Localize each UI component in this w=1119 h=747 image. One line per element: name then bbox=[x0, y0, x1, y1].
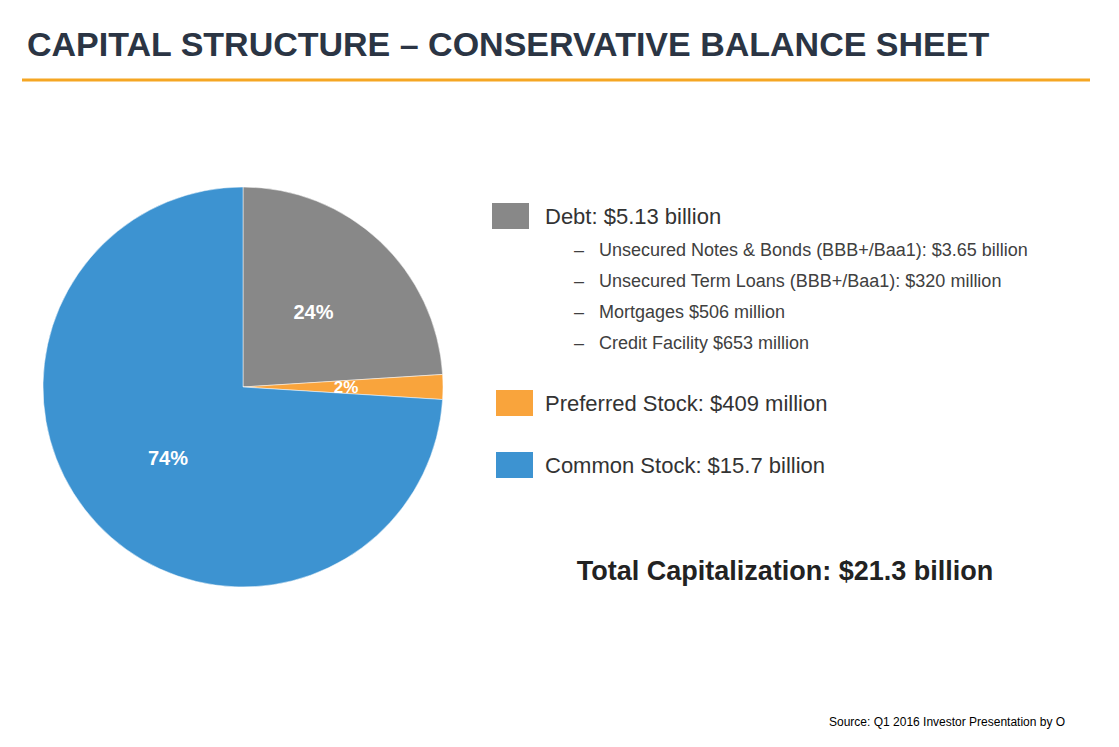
svg-text:24%: 24% bbox=[293, 301, 333, 323]
svg-text:CAPITAL STRUCTURE – CONSERVATI: CAPITAL STRUCTURE – CONSERVATIVE BALANCE… bbox=[27, 25, 989, 63]
svg-text:2%: 2% bbox=[334, 378, 359, 397]
svg-text:Debt: $5.13 billion: Debt: $5.13 billion bbox=[545, 204, 721, 229]
svg-text:74%: 74% bbox=[148, 447, 188, 469]
svg-text:– Credit Facility $653 milli: – Credit Facility $653 million bbox=[574, 333, 809, 353]
svg-text:Total Capitalization: $21.3 bi: Total Capitalization: $21.3 billion bbox=[577, 556, 994, 586]
svg-text:Source: Q1 2016 Investor Prese: Source: Q1 2016 Investor Presentation by… bbox=[829, 715, 1065, 729]
svg-text:– Unsecured Notes & Bonds (B: – Unsecured Notes & Bonds (BBB+/Baa1): $… bbox=[574, 240, 1028, 260]
svg-text:– Unsecured Term Loans (BBB+: – Unsecured Term Loans (BBB+/Baa1): $320… bbox=[574, 271, 1001, 291]
svg-text:– Mortgages $506 million: – Mortgages $506 million bbox=[574, 302, 785, 322]
svg-text:Common Stock: $15.7 billion: Common Stock: $15.7 billion bbox=[545, 453, 825, 478]
svg-text:Preferred Stock: $409 million: Preferred Stock: $409 million bbox=[545, 391, 827, 416]
